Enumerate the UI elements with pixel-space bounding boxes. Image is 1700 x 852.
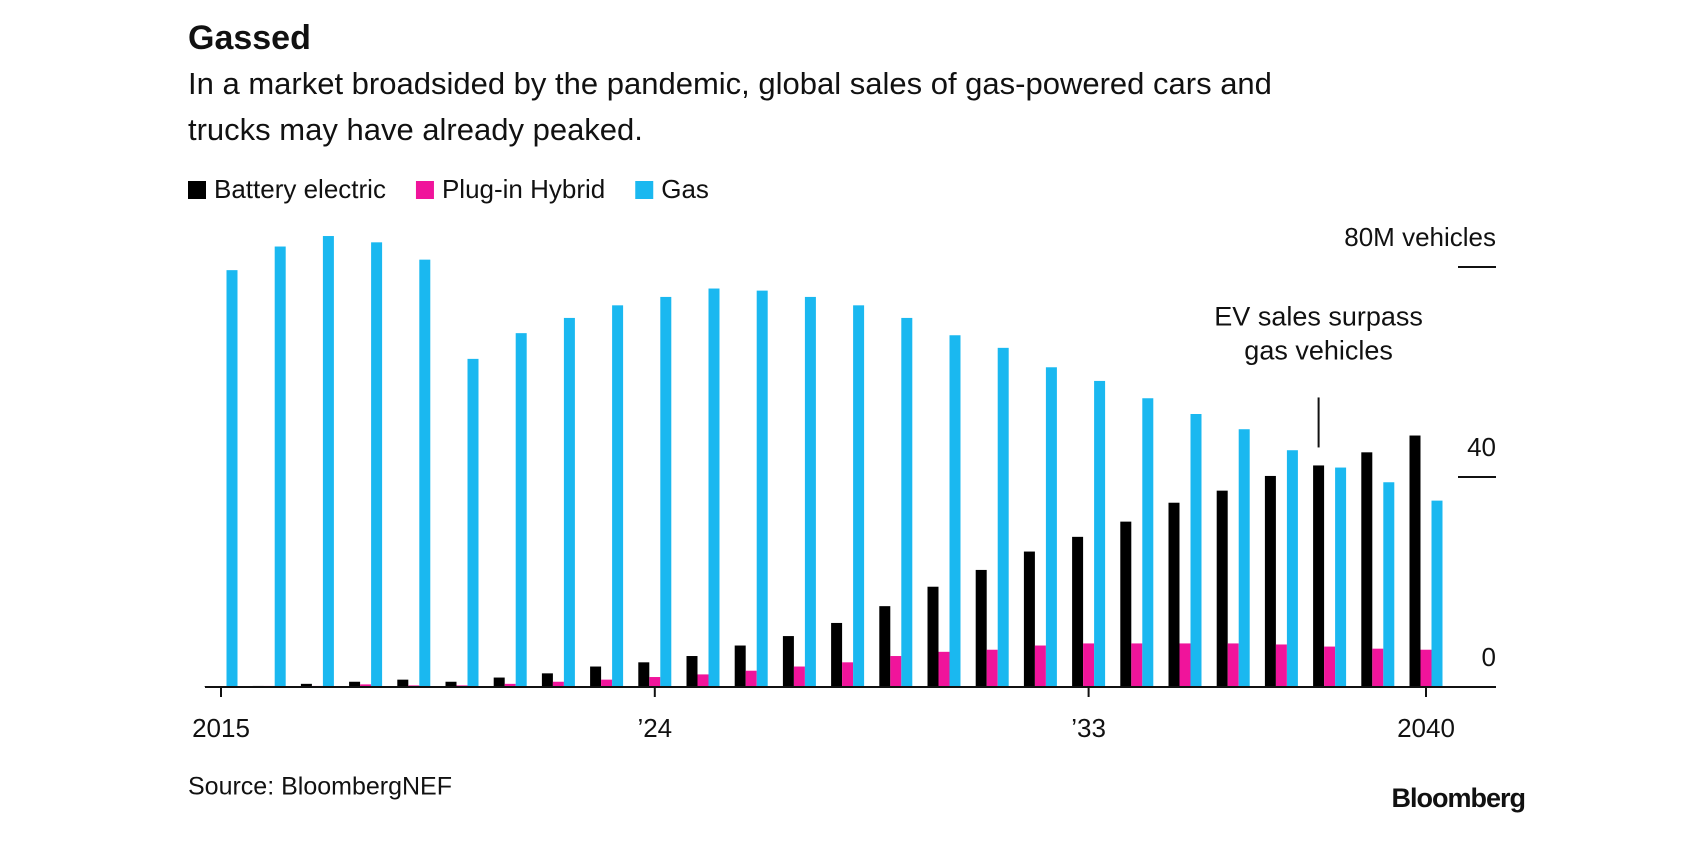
- bar: [938, 651, 950, 687]
- x-tick-label: ’33: [1071, 713, 1106, 743]
- bar: [563, 317, 575, 687]
- bar: [734, 645, 746, 687]
- bar: [541, 673, 553, 687]
- bar: [1142, 398, 1154, 687]
- bar: [612, 305, 624, 687]
- x-tick-label: 2040: [1397, 713, 1455, 743]
- bar: [1275, 644, 1287, 687]
- bar: [1431, 500, 1443, 687]
- bar: [445, 681, 457, 687]
- bar: [419, 259, 431, 687]
- bar: [1179, 643, 1191, 687]
- y-tick-label: 80M vehicles: [1344, 222, 1496, 252]
- bar: [1045, 367, 1057, 687]
- bar: [997, 347, 1009, 687]
- bar: [649, 677, 661, 687]
- bar: [1238, 429, 1250, 687]
- bar: [1264, 475, 1276, 687]
- legend-swatch: [415, 181, 434, 199]
- bar: [1361, 452, 1373, 687]
- chart-title: Gassed: [188, 19, 311, 57]
- bar: [371, 242, 383, 687]
- bar: [493, 677, 505, 687]
- bar: [515, 333, 527, 687]
- bar: [927, 586, 939, 687]
- bar: [1409, 435, 1421, 687]
- bar: [300, 683, 312, 687]
- bar: [986, 649, 998, 687]
- legend-label: Battery electric: [214, 174, 386, 204]
- bar: [322, 236, 334, 687]
- bar: [1216, 490, 1228, 687]
- legend-swatch: [635, 181, 654, 199]
- bar: [360, 684, 372, 687]
- bar: [1131, 643, 1143, 687]
- bar: [1420, 649, 1432, 687]
- bar: [853, 305, 865, 687]
- bar: [1023, 551, 1035, 687]
- bar: [1168, 502, 1180, 687]
- bar: [879, 606, 891, 687]
- bar: [890, 656, 902, 687]
- bar: [397, 679, 409, 687]
- bar: [975, 569, 987, 687]
- bar: [1034, 645, 1046, 687]
- chart-subtitle: In a market broadsided by the pandemic, …: [188, 66, 1272, 147]
- bar: [638, 662, 650, 687]
- bar: [504, 683, 516, 687]
- bar: [274, 246, 286, 687]
- bar: [1383, 482, 1395, 687]
- brand: Bloomberg: [1391, 783, 1525, 813]
- bar: [793, 666, 805, 687]
- bar: [782, 636, 794, 687]
- bar: [552, 681, 564, 687]
- bar: [1324, 646, 1336, 687]
- y-tick-label: 40: [1467, 432, 1496, 462]
- bar: [1072, 536, 1084, 687]
- bar: [745, 670, 757, 687]
- bar: [590, 666, 602, 687]
- bar: [901, 317, 913, 687]
- bar: [1094, 380, 1106, 687]
- bar: [804, 296, 816, 687]
- legend-swatch: [188, 181, 206, 199]
- bar: [1120, 521, 1132, 687]
- bar: [756, 290, 768, 687]
- bar: [842, 662, 854, 687]
- bar: [349, 681, 361, 687]
- bar: [601, 679, 613, 687]
- bar: [949, 335, 961, 687]
- x-tick-label: 2015: [192, 713, 250, 743]
- bar: [831, 622, 843, 687]
- bar: [1083, 643, 1095, 687]
- x-tick-label: ’24: [637, 713, 672, 743]
- bar: [1335, 467, 1347, 687]
- legend-label: Gas: [661, 174, 709, 204]
- bar: [1190, 414, 1202, 687]
- legend-label: Plug-in Hybrid: [442, 174, 605, 204]
- bar: [1227, 643, 1239, 687]
- bar: [1313, 465, 1325, 687]
- annotation: EV sales surpass: [1214, 302, 1423, 332]
- annotation: gas vehicles: [1244, 336, 1393, 366]
- y-tick-label: 0: [1482, 642, 1496, 672]
- bar: [1372, 648, 1384, 687]
- bar: [660, 296, 672, 687]
- bar: [708, 288, 720, 687]
- bar: [697, 674, 709, 687]
- bar: [686, 656, 698, 687]
- source: Source: BloombergNEF: [188, 773, 452, 801]
- bar: [467, 358, 479, 687]
- bar: [1286, 450, 1298, 687]
- bar: [226, 270, 238, 687]
